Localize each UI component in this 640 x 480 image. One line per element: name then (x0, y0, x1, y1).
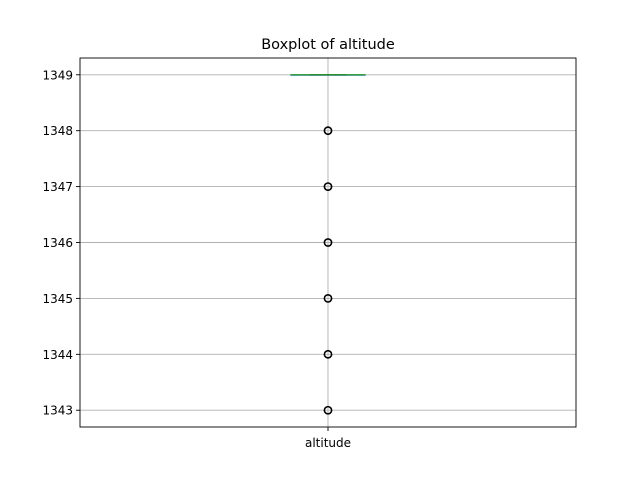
y-tick-label: 1343 (42, 404, 73, 418)
outlier-point (323, 405, 333, 415)
chart-title: Boxplot of altitude (261, 37, 395, 53)
outlier-point (323, 126, 333, 136)
outlier-group (323, 126, 333, 415)
y-tick-label: 1347 (42, 180, 73, 194)
y-tick-label: 1349 (42, 68, 73, 82)
outlier-point (323, 182, 333, 191)
y-tick-label: 1344 (42, 348, 73, 362)
axes: 1343 1344 1345 1346 1347 1348 1349 altitude (42, 57, 577, 450)
x-tick-label: altitude (305, 436, 351, 450)
y-tick-label: 1346 (42, 236, 73, 250)
plot-frame (79, 57, 577, 428)
outlier-point (323, 238, 333, 247)
box-group (290, 74, 366, 76)
outlier-point (323, 349, 333, 359)
y-tick-label: 1348 (42, 124, 73, 138)
grid-lines (80, 58, 576, 427)
y-tick-label: 1345 (42, 292, 73, 306)
outlier-point (323, 294, 333, 303)
